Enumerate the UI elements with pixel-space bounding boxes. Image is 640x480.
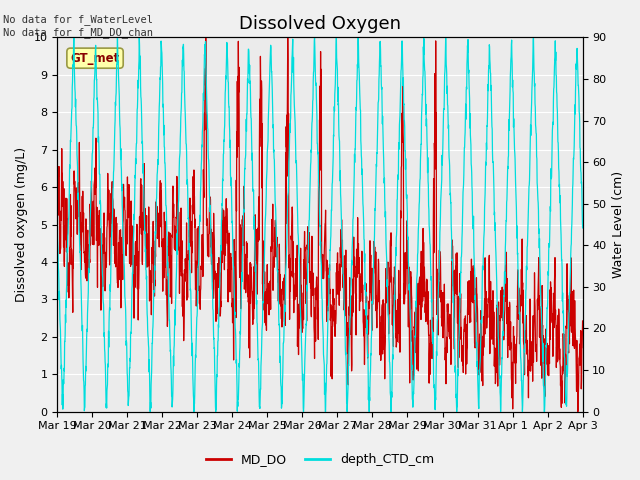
Text: GT_met: GT_met bbox=[70, 52, 120, 65]
Text: No data for f_WaterLevel
No data for f_MD_DO_chan: No data for f_WaterLevel No data for f_M… bbox=[3, 14, 153, 38]
Y-axis label: Dissolved oxygen (mg/L): Dissolved oxygen (mg/L) bbox=[15, 147, 28, 302]
Y-axis label: Water Level (cm): Water Level (cm) bbox=[612, 171, 625, 278]
Bar bbox=[57, 37, 582, 412]
Title: Dissolved Oxygen: Dissolved Oxygen bbox=[239, 15, 401, 33]
Legend: MD_DO, depth_CTD_cm: MD_DO, depth_CTD_cm bbox=[200, 448, 440, 471]
